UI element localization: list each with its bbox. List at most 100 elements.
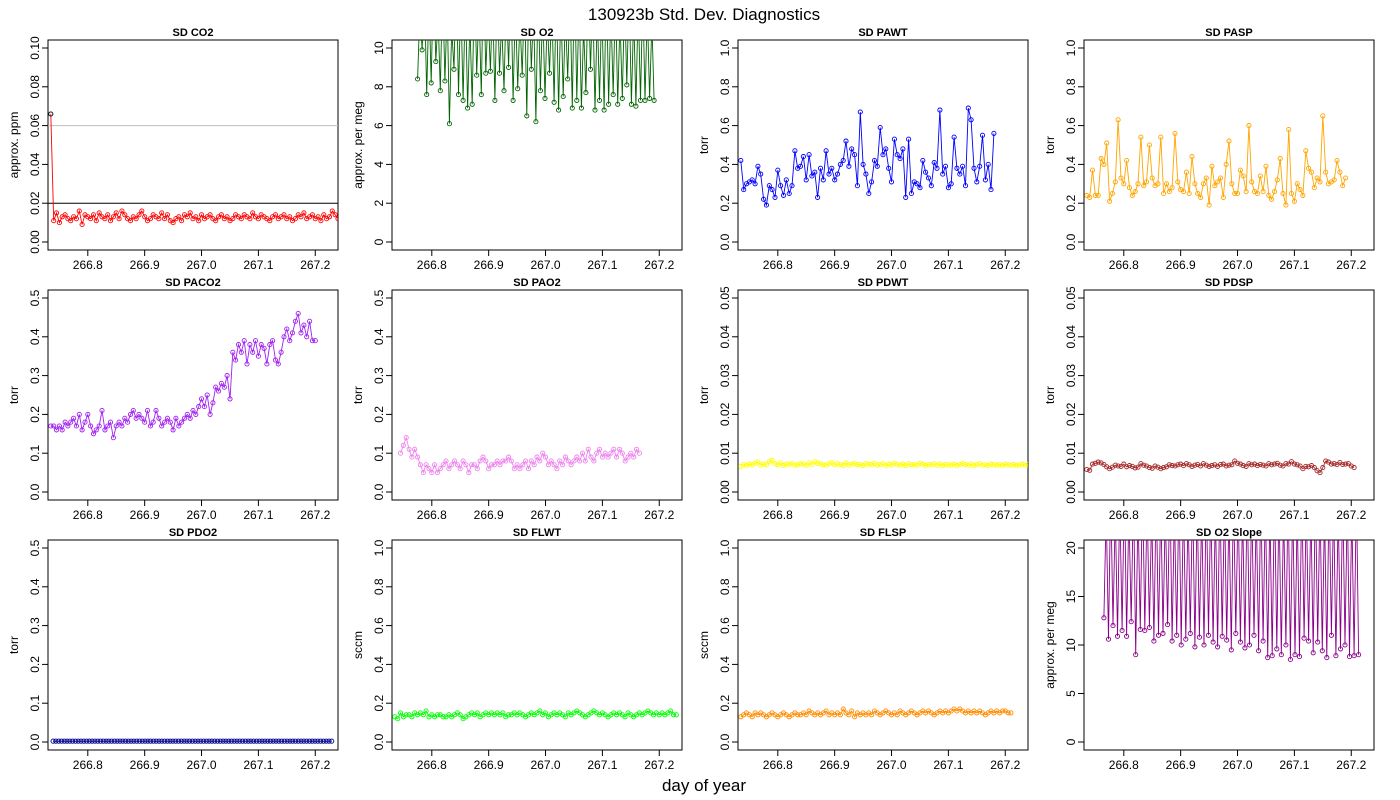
data-point [560,462,566,468]
data-point [162,738,168,744]
data-point [433,59,439,65]
data-point [1245,488,1249,492]
data-point [198,396,205,402]
data-point [749,177,755,183]
data-point [1150,507,1154,511]
data-point [542,710,549,716]
data-point [513,0,517,3]
data-point [56,423,62,429]
data-point [1246,123,1252,129]
data-point [1089,461,1096,467]
data-point [213,218,219,224]
y-tick-label: 0.4 [718,156,732,173]
y-tick-label: 0.06 [28,114,42,138]
data-point [1254,507,1258,511]
x-tick-label: 266.8 [1109,258,1139,272]
data-point [803,177,809,183]
y-tick-label: 0.02 [28,191,42,215]
data-point [599,454,605,460]
data-point [419,47,425,53]
data-point [886,461,892,467]
x-tick-label: 267.0 [531,758,561,772]
y-axis-label: torr [7,636,21,654]
y-axis-label: approx. per meg [1043,601,1057,688]
data-point [1317,470,1323,476]
data-point [420,712,426,718]
x-tick-label: 267.1 [933,758,963,772]
data-point [880,152,886,158]
data-point [503,458,509,464]
data-point [1319,648,1325,654]
data-point [1161,465,1167,471]
data-point [1251,632,1257,638]
data-point [506,454,512,460]
panel-title: SD O2 Slope [1196,527,1262,539]
x-tick-label: 267.0 [531,508,561,522]
data-point [53,210,60,216]
data-point [423,462,429,468]
data-point [136,738,143,744]
data-point [780,192,787,198]
data-point [510,97,516,103]
data-point [1124,464,1130,470]
x-tick-label: 266.9 [130,758,160,772]
x-tick-label: 267.0 [187,508,217,522]
data-point [1228,647,1234,653]
data-point [1172,130,1178,136]
data-point [795,462,801,468]
data-point [335,216,338,222]
data-point [142,214,148,220]
data-point [1320,465,1326,471]
data-point [228,738,234,744]
data-point [860,161,866,167]
data-point [832,177,838,183]
data-point [76,208,82,214]
data-point [1204,488,1208,492]
data-point [234,738,240,744]
plot-area [738,105,997,208]
data-point [962,462,969,468]
data-point [548,458,554,464]
data-point [874,163,880,169]
data-point [869,712,875,718]
data-point [1287,656,1293,663]
data-point [61,738,67,744]
data-point [920,157,926,164]
y-tick-label: 6 [372,122,386,129]
data-point [540,450,546,456]
data-point [145,738,151,744]
data-point [815,460,821,466]
data-point [837,712,843,718]
data-point [525,466,532,472]
data-point [1002,461,1008,467]
data-point [803,712,809,718]
x-tick-label: 267.0 [1223,758,1253,772]
data-point [778,460,784,466]
data-point [270,738,276,744]
data-point [417,462,423,468]
data-point [78,738,84,744]
data-point [267,738,273,744]
x-tick-label: 266.8 [73,258,103,272]
x-tick-label: 267.1 [1279,758,1309,772]
data-point [307,318,313,324]
data-point [128,738,134,744]
data-point [181,415,188,421]
plot-area [397,435,642,476]
data-point [1192,462,1198,468]
data-point [624,82,630,88]
data-point [520,462,526,468]
data-point [1115,117,1121,123]
data-point [450,27,454,31]
data-point [107,218,114,224]
data-point [1294,181,1300,187]
data-point [397,710,404,716]
data-point [92,738,98,744]
data-point [1200,181,1206,187]
data-point [332,212,338,218]
data-point [914,181,920,187]
data-point [273,738,279,744]
data-point [292,318,298,324]
data-point [1137,626,1143,633]
data-point [1331,177,1337,183]
